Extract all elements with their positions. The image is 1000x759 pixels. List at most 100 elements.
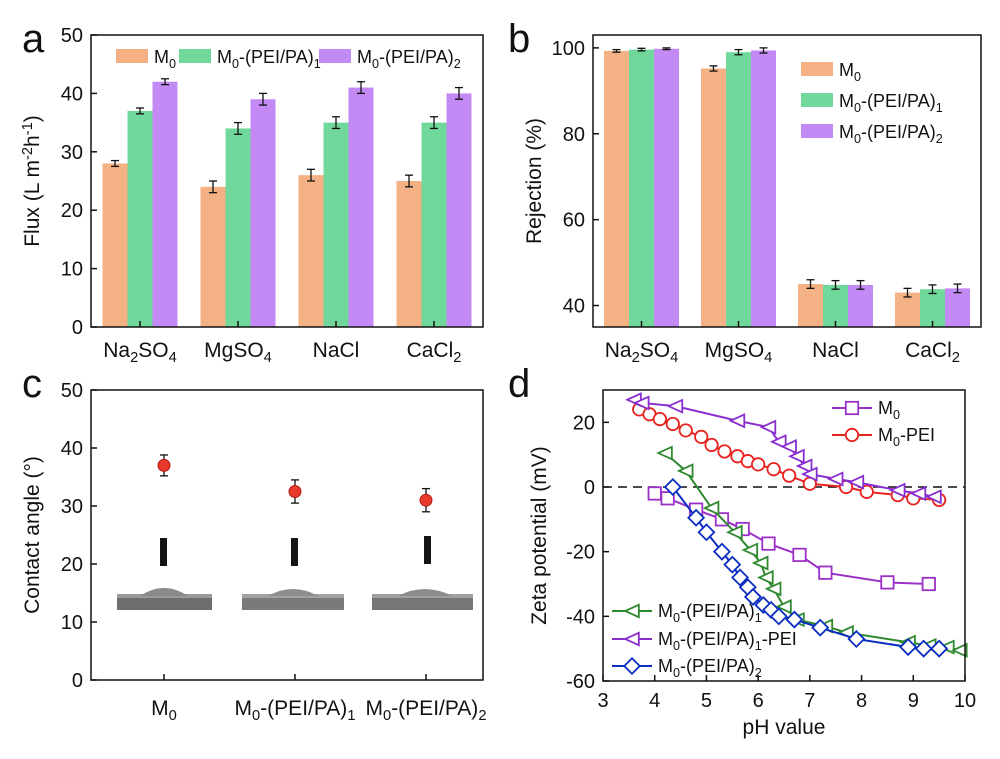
plot-frame xyxy=(592,34,982,328)
data-point-0 xyxy=(647,486,662,501)
bar-2-1 xyxy=(751,50,776,327)
data-point-2 xyxy=(756,569,774,586)
y-tick-label: 20 xyxy=(61,554,83,576)
legend-label: M0-(PEI/PA)1 xyxy=(217,47,321,71)
data-point-4 xyxy=(769,607,788,626)
panel-label-d: d xyxy=(508,362,530,406)
x-category-label: CaCl2 xyxy=(905,339,960,366)
bar-0-2 xyxy=(798,284,823,327)
bar-0-0 xyxy=(102,163,128,327)
y-axis-title: Contact angle (°) xyxy=(21,456,44,614)
data-point-2 xyxy=(725,524,743,540)
droplet-photo-3 xyxy=(372,536,473,610)
y-tick-label: 30 xyxy=(61,142,83,164)
legend-label: M0-(PEI/PA)2 xyxy=(658,656,762,680)
panel-d-zeta-potential-chart: -60 -40 -20 0 20 3 4 5 6 7 8 9 10 pH value Zeta potent… xyxy=(528,389,976,739)
legend-swatch xyxy=(801,93,833,107)
legend-swatch xyxy=(319,49,351,63)
x-tick-label: 5 xyxy=(701,690,712,712)
x-tick-label: 4 xyxy=(649,690,660,712)
legend-label: M0 xyxy=(154,47,176,71)
y-axis-title: Rejection (%) xyxy=(523,118,546,244)
data-point-3 xyxy=(826,471,844,487)
x-category-label: NaCl xyxy=(313,339,360,362)
x-category-label: Na2SO4 xyxy=(605,339,679,366)
bar-0-3 xyxy=(396,181,422,327)
y-tick-label: 0 xyxy=(584,477,595,499)
x-category-label: CaCl2 xyxy=(407,339,462,366)
legend-label: M0 xyxy=(878,398,900,422)
bar-2-1 xyxy=(250,99,276,328)
bar-2-2 xyxy=(348,87,374,327)
data-point-1 xyxy=(694,429,709,444)
data-point-1 xyxy=(704,437,719,453)
y-tick-label: -40 xyxy=(566,606,595,628)
series-line-0 xyxy=(654,492,929,585)
data-point-0 xyxy=(761,536,776,551)
y-tick-label: 40 xyxy=(563,296,585,318)
data-point-4 xyxy=(731,568,750,587)
legend-swatch xyxy=(801,62,833,76)
data-point-3 xyxy=(909,485,927,502)
bar-0-1 xyxy=(200,186,226,327)
legend-swatch xyxy=(801,124,833,138)
data-point-3 xyxy=(795,458,813,474)
plot-frame xyxy=(90,34,484,328)
x-tick-label: 10 xyxy=(954,690,976,712)
data-point-2 xyxy=(702,500,720,516)
data-point-2 xyxy=(656,445,673,461)
x-tick-label: 7 xyxy=(804,690,815,712)
bar-2-3 xyxy=(945,288,970,327)
panel-label-a: a xyxy=(22,17,45,61)
bar-2-0 xyxy=(654,48,679,327)
legend-label: M0-(PEI/PA)2 xyxy=(839,122,943,146)
droplet-photo-2 xyxy=(242,538,344,610)
y-tick-label: 60 xyxy=(563,210,585,232)
y-tick-label: 50 xyxy=(61,25,83,47)
y-tick-label: 100 xyxy=(552,38,585,60)
data-point-3 xyxy=(847,474,865,490)
bar-1-2 xyxy=(823,284,848,327)
data-point-3 xyxy=(632,395,650,411)
data-point-2 xyxy=(751,555,769,571)
y-tick-label: 80 xyxy=(563,124,585,146)
panel-a-flux-bar-chart: 0 10 20 30 40 50 Na2SO4 MgSO4 NaCl CaCl2 Flux (L m… xyxy=(20,25,484,366)
y-tick-label: 20 xyxy=(573,412,595,434)
data-point-1 xyxy=(717,444,732,459)
data-point-2 xyxy=(676,463,694,479)
data-point-4 xyxy=(785,610,804,629)
y-tick-label: 40 xyxy=(61,83,83,105)
x-axis-title: pH value xyxy=(743,716,826,739)
data-point-3 xyxy=(666,398,684,414)
legend-marker xyxy=(623,631,640,647)
data-point-1 xyxy=(652,411,667,427)
data-point-4 xyxy=(687,508,706,527)
bar-2-2 xyxy=(848,284,873,327)
data-point-2 xyxy=(764,581,782,597)
data-point-1 xyxy=(766,462,781,477)
bar-1-1 xyxy=(225,128,251,327)
data-point-2 xyxy=(775,599,792,615)
contact-angle-point xyxy=(288,485,302,498)
x-category-label: M0-(PEI/PA)1 xyxy=(235,697,356,724)
data-point-3 xyxy=(728,413,746,429)
x-category-label: MgSO4 xyxy=(204,339,272,366)
data-point-1 xyxy=(782,468,797,483)
y-tick-label: 40 xyxy=(61,438,83,460)
data-point-3 xyxy=(924,489,942,505)
data-point-4 xyxy=(847,629,866,648)
y-tick-label: 20 xyxy=(61,200,83,222)
plot-frame xyxy=(90,389,484,681)
legend-marker xyxy=(844,400,860,416)
data-point-0 xyxy=(818,565,833,580)
data-point-2 xyxy=(937,639,955,655)
bar-2-0 xyxy=(152,81,178,327)
x-category-label: M0-(PEI/PA)2 xyxy=(366,697,487,724)
contact-angle-point xyxy=(419,493,433,507)
x-category-label: MgSO4 xyxy=(705,339,773,366)
x-tick-label: 9 xyxy=(908,690,919,712)
x-tick-label: 3 xyxy=(597,690,608,712)
bar-1-3 xyxy=(920,289,945,327)
y-tick-label: -60 xyxy=(566,671,595,693)
droplet-photo-1 xyxy=(117,538,212,610)
